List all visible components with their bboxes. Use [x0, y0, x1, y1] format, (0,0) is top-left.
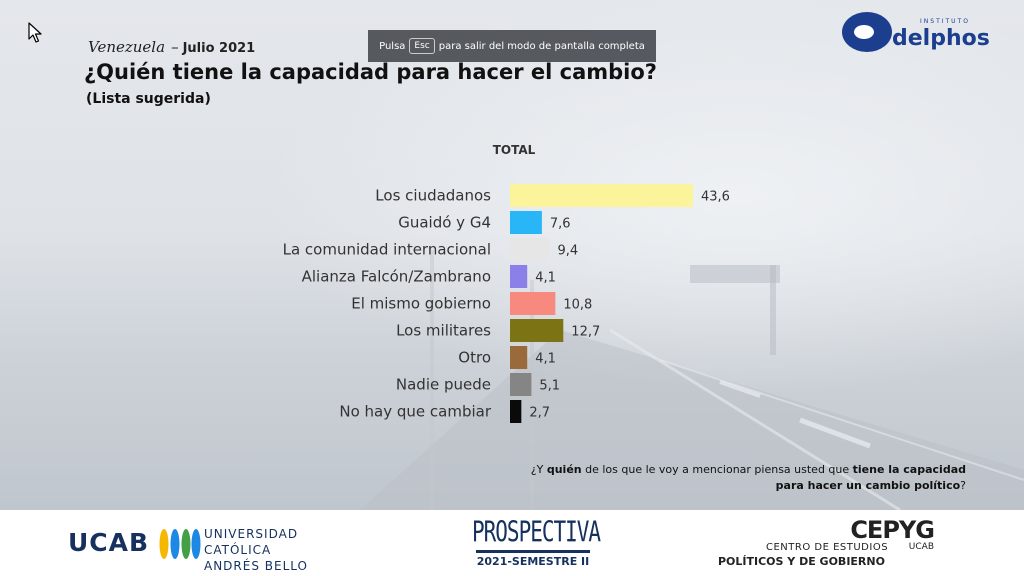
category-label: No hay que cambiar [339, 403, 491, 421]
value-label: 2,7 [529, 406, 550, 421]
bar [510, 265, 527, 288]
ucab-full-name: UNIVERSIDAD CATÓLICA ANDRÉS BELLO [204, 526, 368, 574]
value-label: 10,8 [563, 298, 592, 313]
value-label: 43,6 [701, 190, 730, 205]
bar [510, 346, 527, 369]
bar [510, 292, 555, 315]
value-label: 12,7 [571, 325, 600, 340]
bar-chart: TOTAL Los ciudadanos 43,6 Guaidó y G4 7,6 La… [0, 0, 1024, 510]
category-label: Nadie puede [396, 376, 491, 394]
prospectiva-divider [476, 550, 590, 553]
cepyg-line-2: POLÍTICOS Y DE GOBIERNO [718, 555, 885, 568]
prospectiva-name: PROSPECTIVA [472, 516, 594, 548]
bar [510, 184, 693, 207]
ucab-name-line-2: ANDRÉS BELLO [204, 558, 368, 574]
chart-title: TOTAL [493, 143, 536, 157]
ucab-wordmark: UCAB [68, 528, 149, 557]
bar [510, 238, 549, 261]
question-end: ? [960, 479, 966, 492]
category-label: La comunidad internacional [283, 241, 491, 259]
cepyg-ucab: UCAB [909, 542, 934, 552]
bar [510, 400, 521, 423]
category-label: Los militares [396, 322, 491, 340]
ucab-logo: UCAB UNIVERSIDAD CATÓLICA ANDRÉS BELLO [68, 522, 368, 562]
question-bold-3: para hacer un cambio político [776, 479, 960, 492]
prospectiva-semester: 2021-SEMESTRE II [472, 555, 594, 568]
question-bold-2: tiene la capacidad [853, 463, 966, 476]
survey-question: ¿Y quién de los que le voy a mencionar p… [480, 462, 966, 494]
bars-group: Los ciudadanos 43,6 Guaidó y G4 7,6 La comun… [283, 184, 730, 423]
category-label: Otro [458, 349, 491, 367]
value-label: 4,1 [535, 352, 556, 367]
question-part-1: ¿Y [531, 463, 547, 476]
bar [510, 211, 542, 234]
ucab-name-line-1: UNIVERSIDAD CATÓLICA [204, 526, 368, 558]
bar [510, 319, 563, 342]
category-label: Guaidó y G4 [398, 214, 491, 232]
value-label: 5,1 [539, 379, 560, 394]
cepyg-logo: CEPYG UCAB CENTRO DE ESTUDIOS POLÍTICOS … [714, 512, 954, 574]
category-label: Los ciudadanos [375, 187, 491, 205]
cepyg-mark: CEPYG [850, 516, 934, 544]
category-label: El mismo gobierno [351, 295, 491, 313]
value-label: 4,1 [535, 271, 556, 286]
question-part-2: de los que le voy a mencionar piensa ust… [582, 463, 853, 476]
category-label: Alianza Falcón/Zambrano [302, 268, 491, 286]
value-label: 7,6 [550, 217, 571, 232]
question-bold-1: quién [547, 463, 582, 476]
cepyg-line-1: CENTRO DE ESTUDIOS [766, 542, 888, 553]
bar [510, 373, 531, 396]
prospectiva-logo: PROSPECTIVA 2021-SEMESTRE II [472, 514, 594, 574]
ucab-drops-icon [158, 524, 202, 562]
value-label: 9,4 [557, 244, 578, 259]
